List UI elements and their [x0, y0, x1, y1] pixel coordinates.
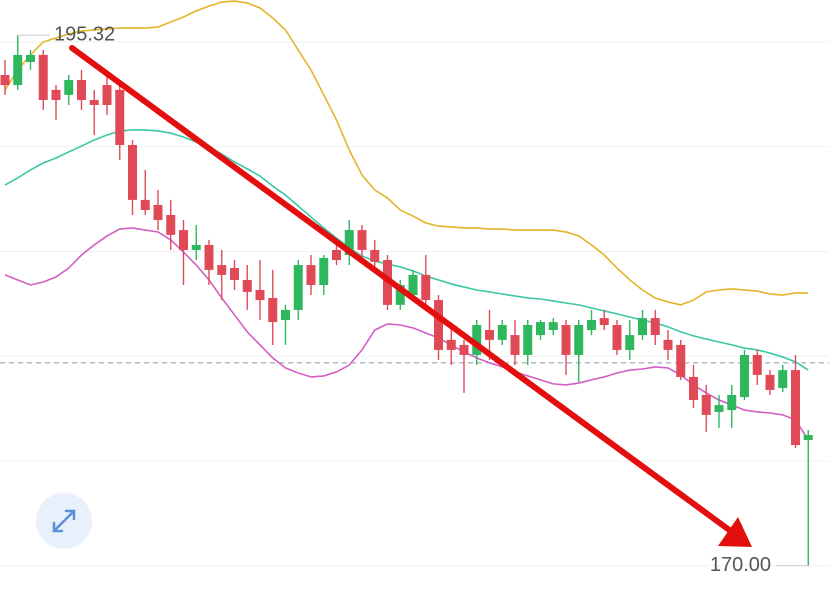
candle-body	[344, 230, 354, 256]
candle-body	[676, 344, 686, 377]
candle-body	[791, 370, 800, 446]
candle-body	[230, 268, 239, 280]
candle-body	[38, 54, 48, 100]
candle-body	[650, 318, 660, 336]
candle-body	[128, 145, 137, 200]
candle-body	[625, 335, 635, 350]
candle-body	[446, 339, 456, 350]
arrow-head	[718, 517, 752, 547]
candle-body	[536, 322, 545, 336]
candle-body	[752, 354, 762, 375]
candle-body	[77, 80, 86, 100]
candle-body	[740, 354, 749, 398]
candle-body	[727, 394, 737, 411]
candle-body	[510, 335, 520, 355]
candle-body	[370, 249, 380, 262]
candle-body	[548, 322, 558, 331]
candle-body	[421, 274, 431, 301]
candle-body	[778, 370, 788, 389]
candle-body	[357, 230, 367, 250]
candle-body	[701, 394, 711, 415]
candle-body	[459, 344, 469, 355]
candle-body	[102, 85, 112, 105]
candle-body	[497, 324, 507, 340]
candle-body	[306, 265, 316, 285]
candle-body	[319, 257, 329, 285]
candle-body	[115, 89, 125, 146]
candle-body	[714, 405, 724, 412]
candle-body	[255, 290, 265, 301]
candle-body	[204, 244, 214, 270]
candle-body	[663, 339, 673, 350]
expand-button[interactable]	[36, 493, 92, 549]
band-line	[4, 227, 809, 441]
band-line	[4, 0, 809, 306]
high-label: 195.32	[54, 23, 115, 45]
candle-body	[587, 319, 596, 331]
low-label: 170.00	[710, 554, 771, 576]
candle-body	[89, 99, 99, 105]
grid	[0, 41, 829, 567]
candle-body	[332, 249, 341, 261]
expand-icon[interactable]	[52, 509, 76, 533]
candle-body	[574, 324, 584, 355]
band-line	[4, 129, 809, 371]
candle-body	[293, 265, 303, 310]
candle-body	[472, 324, 482, 355]
candle-body	[485, 330, 494, 340]
candle-body	[599, 318, 609, 325]
candle-body	[13, 54, 23, 86]
candle-body	[64, 80, 74, 95]
candle-body	[0, 75, 10, 86]
trend-arrow	[69, 45, 752, 547]
candle-body	[26, 54, 35, 63]
candle-body	[51, 89, 61, 100]
candle-body	[523, 324, 533, 355]
arrow-shaft	[69, 45, 735, 535]
candle-body	[408, 274, 418, 296]
candle-body	[689, 376, 698, 401]
candle-body	[140, 199, 150, 210]
candle-body	[166, 214, 176, 235]
candle-body	[395, 284, 405, 305]
plot	[0, 0, 813, 567]
candle-body	[765, 374, 775, 390]
candle-body	[638, 318, 647, 336]
candle-body	[268, 297, 278, 323]
candle-body	[242, 279, 252, 292]
candle-body	[612, 324, 622, 350]
candle-body	[191, 244, 201, 250]
candle-body	[561, 324, 571, 355]
candle-body	[434, 300, 443, 350]
candle-body	[281, 309, 290, 320]
candle-body	[153, 204, 163, 221]
candle-body	[217, 265, 227, 275]
candle-body	[179, 230, 188, 250]
candle-body	[803, 435, 813, 441]
